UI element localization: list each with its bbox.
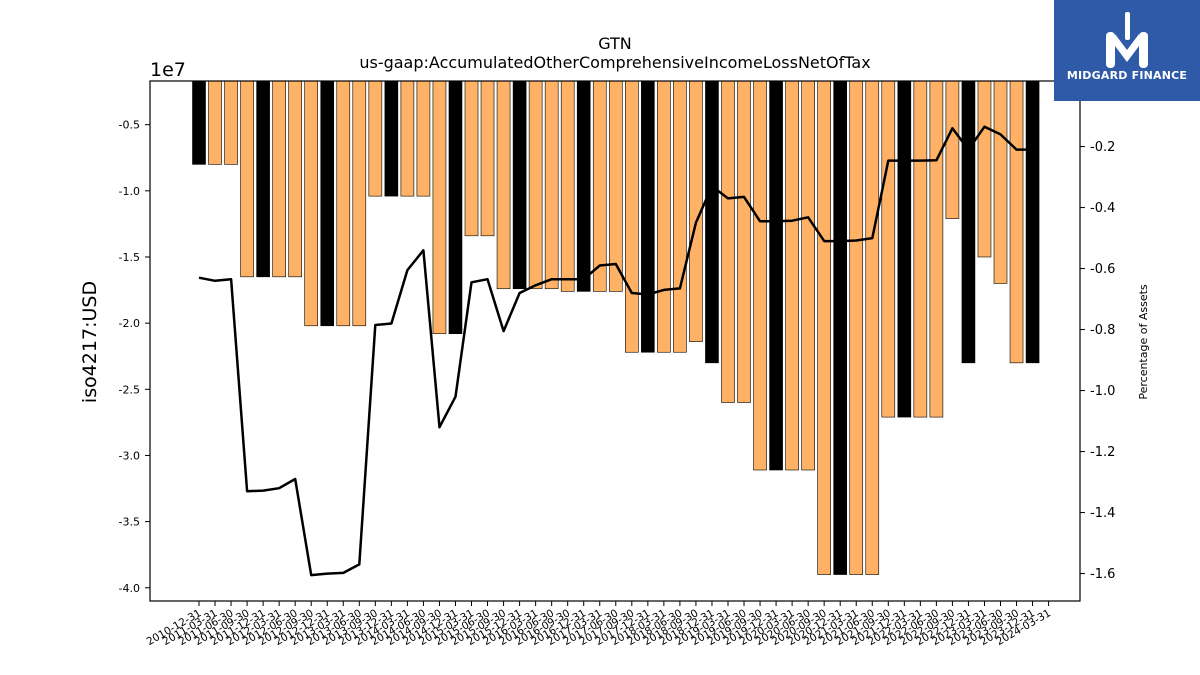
y-axis-left: -0.5 -1.0 -1.5 -2.0 -2.5 -3.0 -3.5 -4.0 xyxy=(119,119,150,595)
y-axis-right: -0.2 -0.4 -0.6 -0.8 -1.0 -1.2 -1.4 -1.6 xyxy=(1080,140,1115,582)
y-tick-label: -4.0 xyxy=(119,582,140,595)
y-tick-label: -2.0 xyxy=(119,317,140,330)
bar xyxy=(929,80,944,418)
bar xyxy=(705,80,719,364)
bar xyxy=(769,80,783,471)
logo-text: MIDGARD FINANCE xyxy=(1066,69,1188,82)
bar xyxy=(641,80,655,353)
bar xyxy=(849,80,864,575)
bar xyxy=(977,80,992,258)
bar xyxy=(673,80,687,353)
bar xyxy=(320,80,335,327)
bar xyxy=(336,80,351,327)
bar xyxy=(833,80,848,575)
bar xyxy=(288,80,302,278)
x-axis: 2010-12-312011-03-312011-06-302011-09-30… xyxy=(145,601,1053,648)
bar xyxy=(256,80,270,278)
y2-tick-label: -1.0 xyxy=(1090,384,1115,399)
bar xyxy=(913,80,928,418)
bar xyxy=(576,80,591,292)
bar xyxy=(192,80,206,165)
bar xyxy=(592,80,607,292)
bar xyxy=(224,80,238,165)
bar xyxy=(657,80,671,353)
bar xyxy=(208,80,222,165)
bar xyxy=(817,80,831,575)
y-axis-label: iso4217:USD xyxy=(79,281,101,403)
bar xyxy=(945,80,960,219)
bar xyxy=(480,80,495,237)
y-tick-label: -0.5 xyxy=(119,119,140,132)
bar xyxy=(865,80,880,575)
bar xyxy=(432,80,447,335)
bar xyxy=(881,80,896,418)
bar xyxy=(384,80,399,197)
chart-title: GTN xyxy=(598,34,632,53)
bar xyxy=(897,80,912,418)
percentage-line xyxy=(198,125,1033,577)
bar xyxy=(352,80,367,327)
y2-tick-label: -0.2 xyxy=(1090,140,1115,155)
bar xyxy=(625,80,639,353)
bar xyxy=(272,80,286,278)
y2-tick-label: -0.4 xyxy=(1090,201,1115,216)
bar xyxy=(560,80,575,292)
bar xyxy=(400,80,415,197)
bar xyxy=(448,80,463,335)
y-tick-label: -3.5 xyxy=(119,516,140,529)
bar xyxy=(1009,80,1024,364)
bar xyxy=(416,80,431,197)
y-tick-label: -2.5 xyxy=(119,383,140,396)
bar xyxy=(528,80,543,290)
bar xyxy=(544,80,559,290)
bar-series xyxy=(192,80,1040,575)
plot-frame xyxy=(149,80,1081,602)
bar xyxy=(240,80,254,278)
bar xyxy=(368,80,383,197)
bar xyxy=(785,80,799,471)
y2-axis-label: Percentage of Assets xyxy=(1137,284,1150,400)
midgard-logo-mark-icon xyxy=(1106,12,1148,68)
bar xyxy=(801,80,815,471)
bar xyxy=(753,80,767,471)
bar xyxy=(993,80,1008,284)
bar xyxy=(737,80,751,403)
y-tick-label: -1.5 xyxy=(119,251,140,264)
y2-tick-label: -1.2 xyxy=(1090,445,1115,460)
y2-tick-label: -0.6 xyxy=(1090,262,1115,277)
plot-border xyxy=(149,80,1081,602)
y2-tick-label: -0.8 xyxy=(1090,323,1115,338)
y-tick-label: -3.0 xyxy=(119,449,140,462)
midgard-finance-logo: MIDGARD FINANCE xyxy=(1054,0,1200,101)
percentage-line-series xyxy=(198,125,1033,577)
bar xyxy=(496,80,511,290)
bar xyxy=(961,80,976,364)
y-tick-label: -1.0 xyxy=(119,185,140,198)
bar xyxy=(304,80,319,327)
bar xyxy=(464,80,479,237)
bar xyxy=(1025,80,1040,364)
y2-tick-label: -1.4 xyxy=(1090,506,1115,521)
bar xyxy=(512,80,527,290)
y-offset-label: 1e7 xyxy=(150,59,186,81)
y2-tick-label: -1.6 xyxy=(1090,567,1115,582)
bar xyxy=(608,80,623,292)
chart-subtitle: us-gaap:AccumulatedOtherComprehensiveInc… xyxy=(359,53,870,72)
bar xyxy=(721,80,735,403)
